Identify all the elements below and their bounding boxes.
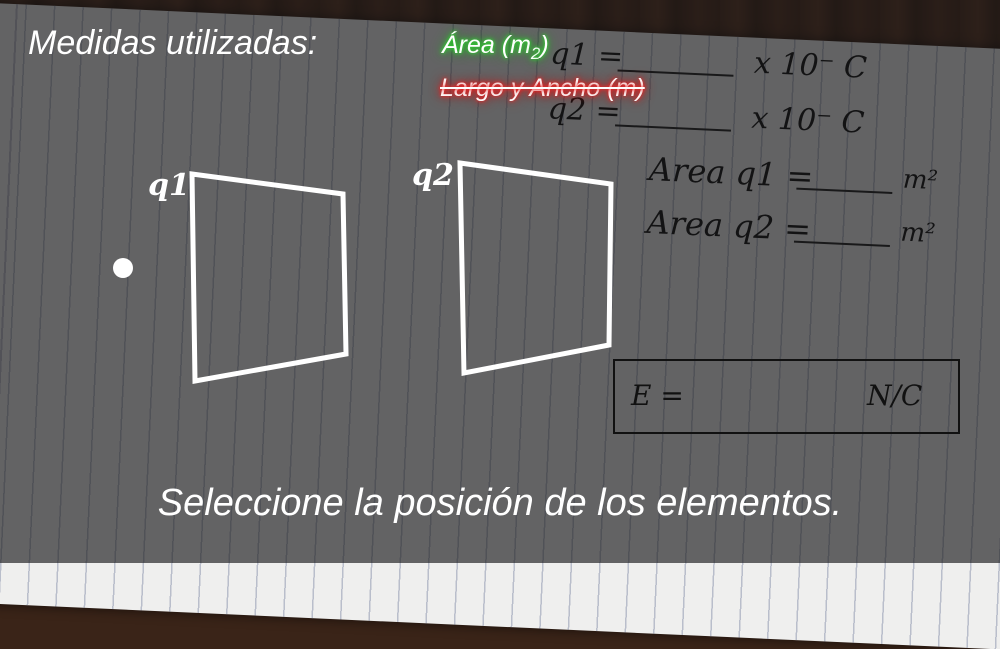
option-area-label: Área (m (442, 31, 531, 59)
q1-label: q1 (148, 168, 190, 203)
charge-point[interactable] (113, 258, 133, 278)
option-area-close: ) (540, 31, 549, 59)
plate-q1[interactable] (189, 171, 349, 384)
page-title: Medidas utilizadas: (28, 24, 318, 62)
electric-field-box: E = N/C (613, 359, 960, 434)
option-largo-ancho[interactable]: Largo y Ancho (m) (440, 74, 645, 102)
option-area-subscript: 2 (530, 44, 541, 63)
q2-label: q2 (412, 158, 454, 193)
dim-overlay (0, 0, 1000, 563)
plates-svg (189, 160, 614, 384)
field-label: E = (631, 379, 684, 412)
option-area[interactable]: Área (m2) (440, 31, 551, 64)
instruction-text: Seleccione la posición de los elementos. (157, 482, 843, 524)
field-unit: N/C (867, 379, 923, 412)
plate-q2[interactable] (457, 160, 614, 377)
